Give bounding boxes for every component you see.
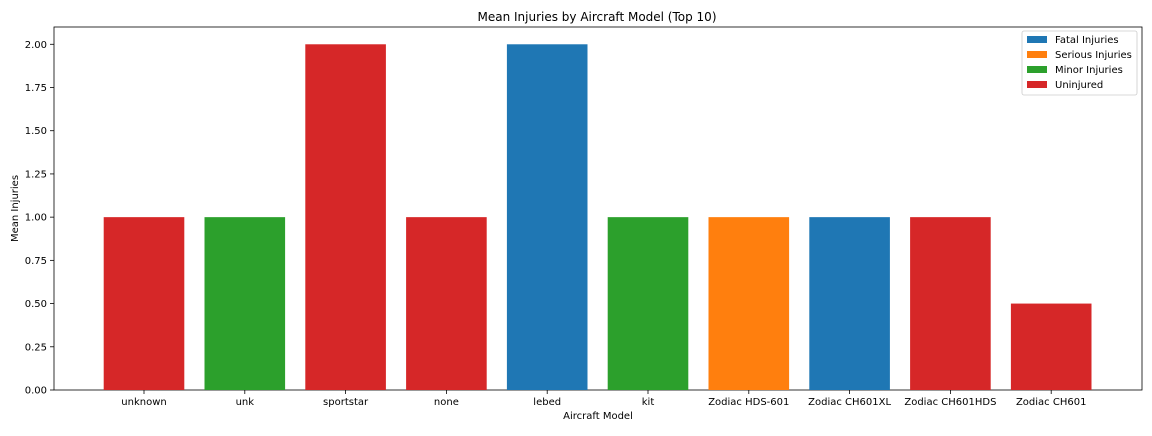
x-tick-label: unk: [236, 397, 255, 408]
x-tick-label: Zodiac HDS-601: [708, 397, 789, 408]
bar-sportstar: [305, 44, 386, 391]
plot-frame: [53, 26, 1143, 391]
y-tick-label: 0.25: [25, 342, 47, 353]
legend-swatch: [1027, 51, 1047, 58]
legend-label: Uninjured: [1055, 80, 1103, 91]
bar-zodiac-ch601hds: [910, 217, 991, 390]
legend-box: [1021, 30, 1138, 96]
x-tick-label: Zodiac CH601HDS: [904, 397, 996, 408]
bar-kit: [607, 217, 689, 390]
bar-lebed: [506, 44, 588, 391]
y-tick-label: 0.50: [25, 299, 47, 310]
legend-swatch: [1027, 36, 1047, 43]
x-tick-label: Zodiac CH601XL: [808, 397, 891, 408]
y-tick-label: 1.00: [25, 213, 47, 224]
y-axis-label: Mean Injuries: [10, 175, 21, 242]
x-axis: unknown unk sportstar none lebed kit Zodiac HD…: [121, 390, 1086, 408]
y-tick-label: 0.00: [25, 386, 47, 397]
legend-label: Serious Injuries: [1055, 50, 1132, 61]
y-tick-label: 2.00: [25, 40, 47, 51]
x-tick-label: lebed: [533, 397, 561, 408]
y-tick-label: 1.50: [25, 126, 47, 137]
bars: [103, 44, 1092, 391]
x-tick-label: none: [434, 397, 459, 408]
x-tick-label: unknown: [121, 397, 166, 408]
legend-swatch: [1027, 81, 1047, 88]
y-tick-label: 1.75: [25, 83, 47, 94]
y-axis: 0.00 0.25 0.50 0.75 1.00 1.25 1.50 1.75 2.00: [25, 40, 54, 397]
bar-zodiac-ch601xl: [809, 217, 890, 390]
y-tick-label: 0.75: [25, 256, 47, 267]
chart-title: Mean Injuries by Aircraft Model (Top 10): [477, 10, 716, 24]
legend-swatch: [1027, 66, 1047, 73]
x-tick-label: kit: [642, 397, 655, 408]
bar-none: [406, 217, 487, 390]
legend-label: Fatal Injuries: [1055, 35, 1119, 46]
x-axis-label: Aircraft Model: [563, 411, 633, 422]
plot-area: [53, 26, 1143, 391]
x-tick-label: sportstar: [323, 397, 369, 408]
y-tick-label: 1.25: [25, 169, 47, 180]
bar-unk: [204, 217, 286, 390]
bar-zodiac-ch601: [1010, 303, 1092, 390]
legend-label: Minor Injuries: [1055, 65, 1123, 76]
bar-unknown: [103, 217, 185, 390]
legend: Fatal Injuries Serious Injuries Minor Inju…: [1021, 30, 1138, 96]
x-tick-label: Zodiac CH601: [1016, 397, 1087, 408]
bar-zodiac-hds-601: [708, 217, 790, 390]
